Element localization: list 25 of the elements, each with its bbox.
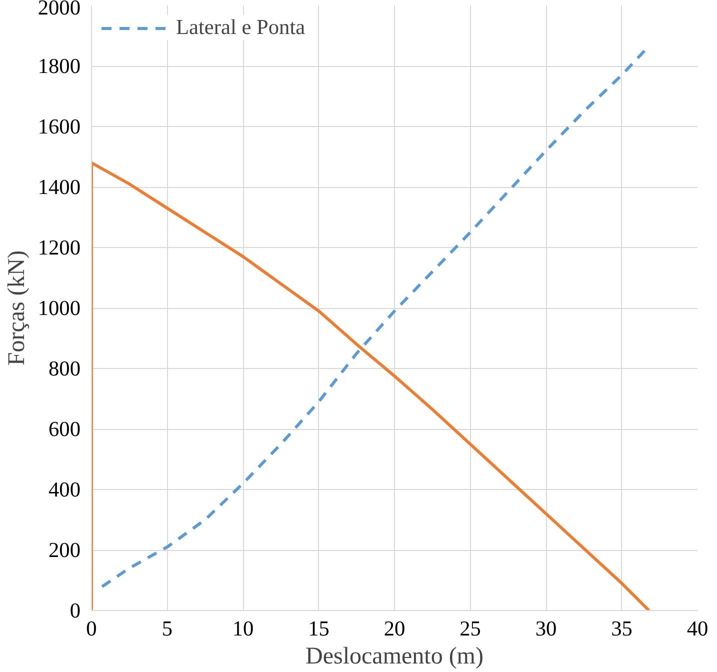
line-series — [92, 161, 651, 610]
line-series — [100, 49, 646, 588]
y-tick-label: 800 — [48, 356, 81, 380]
y-tick-label: 1400 — [38, 175, 80, 199]
y-axis-title: Forças (kN) — [4, 250, 30, 366]
y-tick-label: 1000 — [38, 296, 80, 320]
y-tick-label: 2000 — [38, 0, 80, 20]
y-tick-label: 1600 — [38, 114, 80, 138]
x-tick-label: 30 — [535, 616, 557, 640]
x-tick-label: 25 — [460, 616, 481, 640]
y-tick-label: 1200 — [38, 236, 80, 260]
x-tick-label: 40 — [686, 616, 708, 640]
y-tick-label: 400 — [48, 478, 81, 502]
y-tick-label: 600 — [48, 417, 81, 441]
y-tick-label: 0 — [70, 598, 81, 622]
x-tick-label: 10 — [232, 616, 254, 640]
x-tick-label: 5 — [162, 616, 173, 640]
x-axis-title: Deslocamento (m) — [306, 644, 484, 670]
x-tick-label: 20 — [384, 616, 406, 640]
x-tick-label: 15 — [308, 616, 330, 640]
legend-label: Lateral e Ponta — [176, 15, 306, 40]
y-tick-label: 200 — [48, 538, 81, 562]
x-tick-label: 35 — [611, 616, 632, 640]
y-tick-label: 1800 — [38, 54, 80, 78]
x-tick-label: 0 — [86, 616, 97, 640]
